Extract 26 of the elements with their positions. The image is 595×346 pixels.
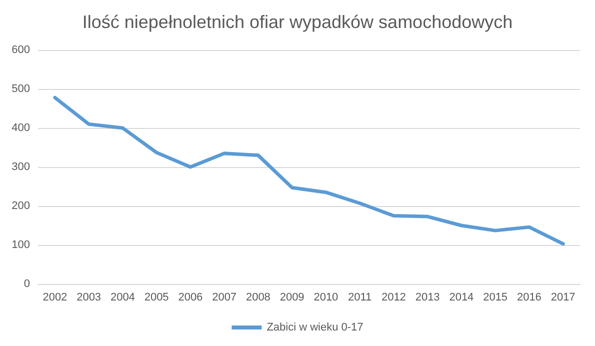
x-tick-label: 2010 xyxy=(314,292,338,304)
x-tick-label: 2006 xyxy=(178,292,203,304)
x-tick-label: 2005 xyxy=(144,292,169,304)
y-tick-label: 400 xyxy=(12,122,30,134)
legend-label: Zabici w wieku 0-17 xyxy=(266,322,364,334)
x-tick-label: 2008 xyxy=(246,292,270,304)
x-tick-label: 2013 xyxy=(415,292,440,304)
line-series xyxy=(53,96,565,246)
y-tick-label: 300 xyxy=(12,161,30,173)
y-tick-label: 100 xyxy=(12,239,30,251)
y-tick-label: 500 xyxy=(12,83,30,95)
x-tick-label: 2017 xyxy=(550,292,576,304)
x-tick-label: 2004 xyxy=(110,292,135,304)
y-tick-label: 600 xyxy=(12,44,30,56)
x-tick-label: 2003 xyxy=(76,292,102,304)
x-tick-label: 2012 xyxy=(381,292,406,304)
y-tick-label: 200 xyxy=(12,200,30,212)
x-tick-label: 2002 xyxy=(42,292,68,304)
x-tick-label: 2011 xyxy=(348,292,372,304)
y-tick-label: 0 xyxy=(24,278,30,290)
chart-title: Ilość niepełnoletnich ofiar wypadków samochodowych xyxy=(82,12,513,32)
x-tick-label: 2009 xyxy=(280,292,304,304)
x-tick-label: 2015 xyxy=(483,292,508,304)
x-tick-label: 2014 xyxy=(449,292,474,304)
x-tick-label: 2016 xyxy=(516,292,542,304)
x-tick-label: 2007 xyxy=(212,292,237,304)
